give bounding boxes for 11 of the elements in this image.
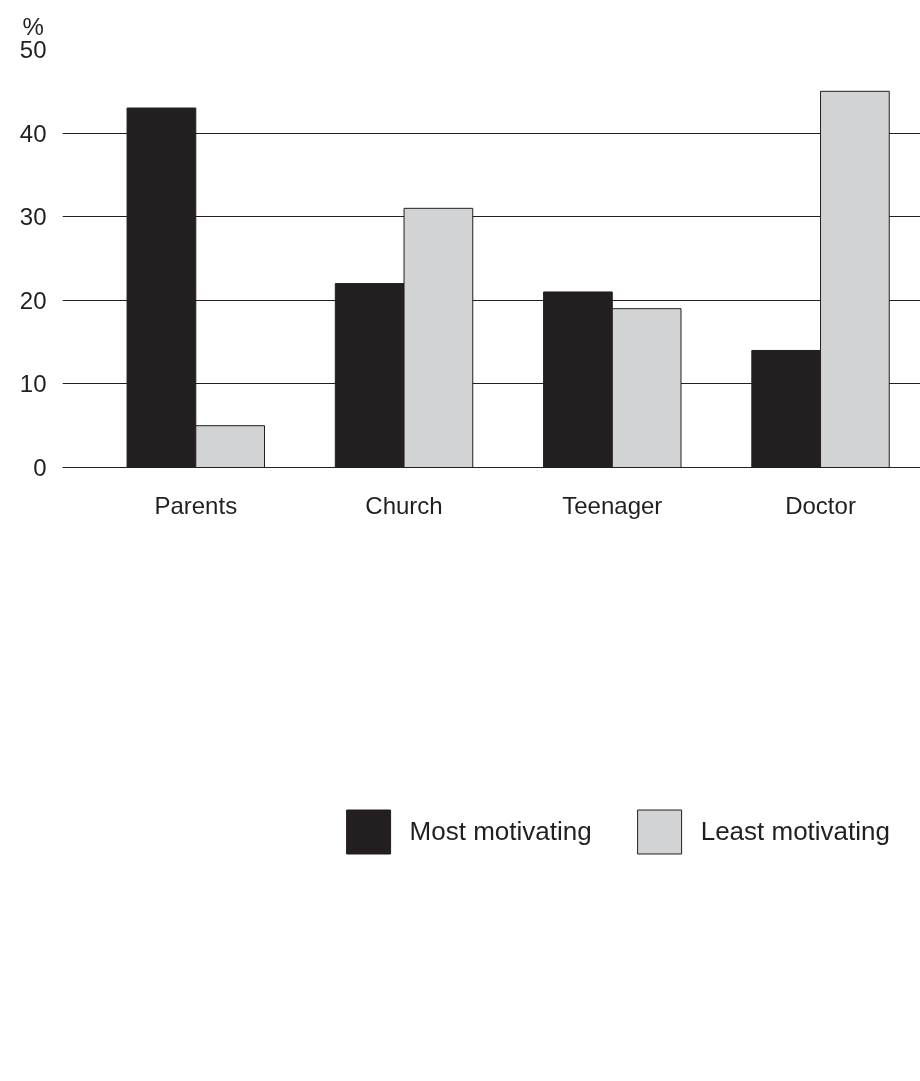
y-tick-label: 0	[33, 454, 47, 481]
x-tick-label: Parents	[154, 491, 238, 519]
y-tick-label: 30	[19, 203, 47, 231]
y-tick-label: 20	[19, 286, 47, 314]
legend-label: Most motivating	[409, 815, 592, 847]
y-tick-label: 40	[19, 119, 47, 147]
x-tick-label: Church	[365, 491, 443, 519]
y-tick-label: 10	[19, 370, 47, 398]
legend-label: Least motivating	[700, 815, 890, 847]
x-tick-label: Doctor	[785, 491, 856, 519]
x-tick-label: Teenager	[562, 491, 663, 519]
